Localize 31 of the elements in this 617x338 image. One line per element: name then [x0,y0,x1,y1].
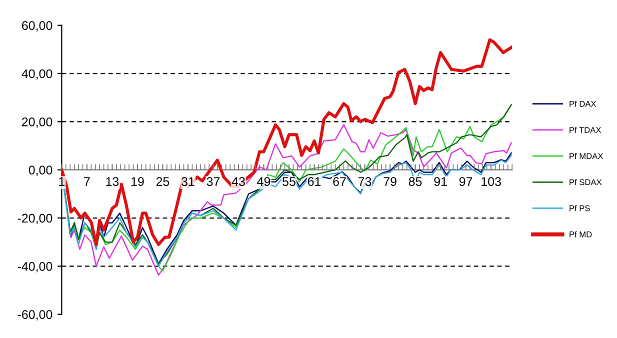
x-tick-label: 1 [59,177,65,186]
x-tick-label: 97 [459,177,472,186]
y-tick-label: -20,00 [18,214,52,224]
x-tick-label: 67 [333,177,346,186]
legend-label: Pf SDAX [570,179,602,186]
x-tick-label: 61 [308,177,321,186]
x-tick-label: 49 [257,177,270,186]
legend-label: Pf MD [570,231,592,238]
y-tick-label: -40,00 [18,262,52,272]
x-tick-label: 25 [156,177,170,186]
legend-label: Pf MDAX [570,152,604,159]
x-tick-label: 43 [232,177,245,186]
y-tick-label: 20,00 [22,117,52,128]
x-tick-label: 37 [206,177,220,186]
y-tick-label: 40,00 [22,69,52,80]
x-tick-label: 103 [482,177,501,186]
x-tick-label: 73 [358,177,372,186]
y-tick-label: 60,00 [22,21,52,32]
x-tick-label: 91 [434,177,447,186]
x-tick-label: 79 [384,177,396,186]
legend-label: Pf TDAX [570,126,602,133]
y-tick-label: -60,00 [18,310,52,320]
y-tick-label: 0,00 [28,166,52,176]
x-tick-label: 31 [182,177,194,186]
x-tick-label: 85 [408,177,422,186]
x-tick-label: 19 [131,177,144,186]
x-tick-label: 13 [106,177,119,186]
x-tick-label: 7 [84,177,90,186]
legend-label: Pf PS [570,205,590,212]
legend-label: Pf DAX [570,100,596,107]
x-tick-label: 55 [282,177,296,186]
